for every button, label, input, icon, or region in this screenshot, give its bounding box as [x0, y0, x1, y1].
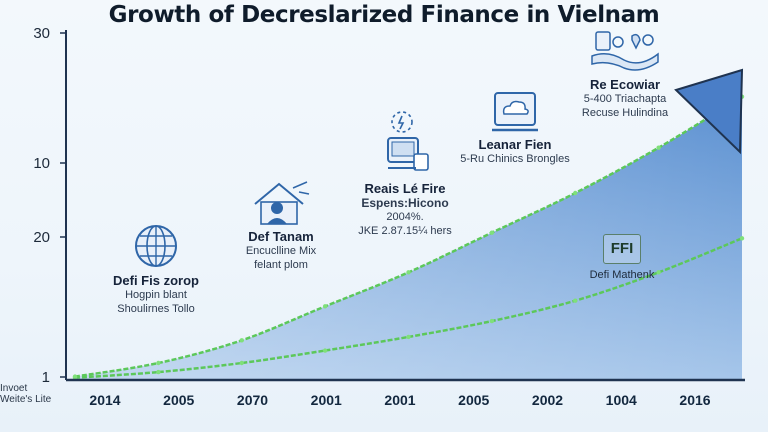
data-point-s1-1: [156, 369, 161, 375]
x-tick-label: 1004: [606, 392, 637, 408]
corner-label: Invoet Weite's Lite: [0, 383, 51, 405]
data-point-s0-6: [573, 190, 578, 196]
annotation-line: Recuse Hulindina: [581, 107, 669, 119]
annotation-title: Re Ecowiar: [589, 77, 661, 92]
chart-title: Growth of Decreslarized Finance in Vieln…: [108, 2, 660, 28]
annotation-line: 2004%.: [386, 211, 424, 223]
house-user-icon: [254, 181, 310, 225]
annotation-line: Encuclline Mix: [245, 245, 317, 257]
corner-label-line-1: Invoet: [0, 383, 28, 394]
annotation-title: Leanar Fien: [478, 137, 552, 152]
laptop-cloud-icon: [492, 92, 538, 132]
data-point-s1-8: [739, 236, 745, 241]
data-point-s1-5: [489, 318, 495, 324]
annotation-line: Defi Mathenk: [589, 269, 655, 281]
annotation-line: felant plom: [254, 259, 308, 271]
x-tick-label: 2001: [384, 392, 415, 408]
annotation-reais-le-fire: Reais Lé Fire Espens:Hicono 2004%. JKE 2…: [350, 110, 460, 238]
annotation-line: Espens:Hicono: [361, 196, 449, 210]
annotation-re-ecowiar: Re Ecowiar 5-400 Triachapta Recuse Hulin…: [560, 30, 690, 120]
x-tick-label: 2001: [311, 392, 342, 408]
data-point-s0-2: [239, 338, 244, 343]
x-tick-label: 2016: [679, 392, 710, 408]
growth-arrow-icon: [674, 68, 744, 155]
data-point-s0-7: [656, 145, 661, 150]
growth-area-sheen: [75, 96, 742, 381]
y-tick-label: 30: [33, 25, 50, 42]
annotation-line: Hogpin blant: [125, 289, 187, 301]
annotation-line: JKE 2.87.15¼ hers: [358, 225, 452, 237]
x-tick-label: 2005: [458, 392, 489, 408]
annotation-line: Shoulirnes Tollo: [117, 303, 195, 315]
ffi-badge-icon: FFI: [603, 234, 641, 264]
annotation-defi-mathenk: FFI Defi Mathenk: [572, 234, 672, 282]
device-icon: [387, 111, 429, 171]
data-point-s1-6: [573, 298, 578, 303]
y-tick-label: 10: [33, 155, 50, 172]
annotation-def-tanam: Def Tanam Encuclline Mix felant plom: [226, 180, 336, 272]
annotation-defi-fis: Defi Fis zorop Hogpin blant Shoulirnes T…: [96, 222, 216, 316]
data-point-s0-5: [489, 230, 495, 235]
data-point-s0-1: [156, 360, 161, 366]
data-point-s1-2: [239, 360, 244, 366]
annotation-title: Defi Fis zorop: [113, 273, 199, 288]
x-tick-label: 2070: [237, 392, 268, 408]
data-point-s0-3: [322, 304, 328, 309]
y-tick-label: 20: [33, 229, 50, 246]
annotation-line: 5-400 Triachapta: [583, 93, 667, 105]
x-tick-label: 2014: [89, 392, 120, 408]
data-point-s1-3: [322, 348, 328, 353]
data-point-s1-4: [406, 334, 411, 340]
x-tick-label: 2002: [532, 392, 563, 408]
annotation-line: 5-Ru Chinics Brongles: [460, 153, 570, 165]
y-tick-label: 1: [42, 369, 50, 386]
globe-icon: [135, 225, 177, 267]
annotation-title: Def Tanam: [248, 229, 314, 244]
corner-label-line-2: Weite's Lite: [0, 394, 52, 405]
x-tick-label: 2005: [163, 392, 194, 408]
data-point-s1-7: [656, 270, 661, 275]
data-point-s0-4: [406, 270, 411, 275]
annotation-title: Reais Lé Fire: [364, 181, 446, 196]
finance-tools-icon: [591, 31, 659, 71]
annotation-leanar-fien: Leanar Fien 5-Ru Chinics Brongles: [450, 90, 580, 166]
